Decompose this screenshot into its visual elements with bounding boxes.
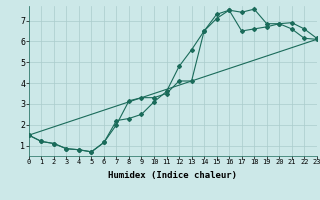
X-axis label: Humidex (Indice chaleur): Humidex (Indice chaleur) <box>108 171 237 180</box>
